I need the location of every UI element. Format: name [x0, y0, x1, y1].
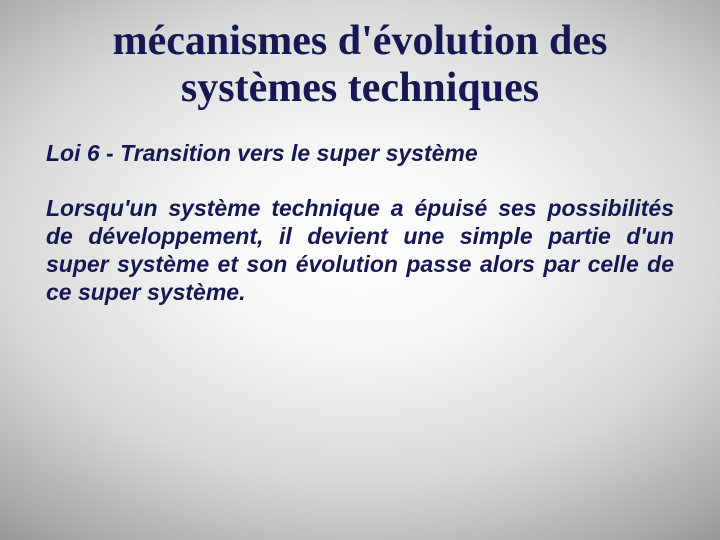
slide-container: mécanismes d'évolution des systèmes tech… [0, 0, 720, 540]
slide-title: mécanismes d'évolution des systèmes tech… [46, 18, 674, 112]
slide-subtitle: Loi 6 - Transition vers le super système [46, 140, 674, 168]
slide-body: Lorsqu'un système technique a épuisé ses… [46, 194, 674, 306]
